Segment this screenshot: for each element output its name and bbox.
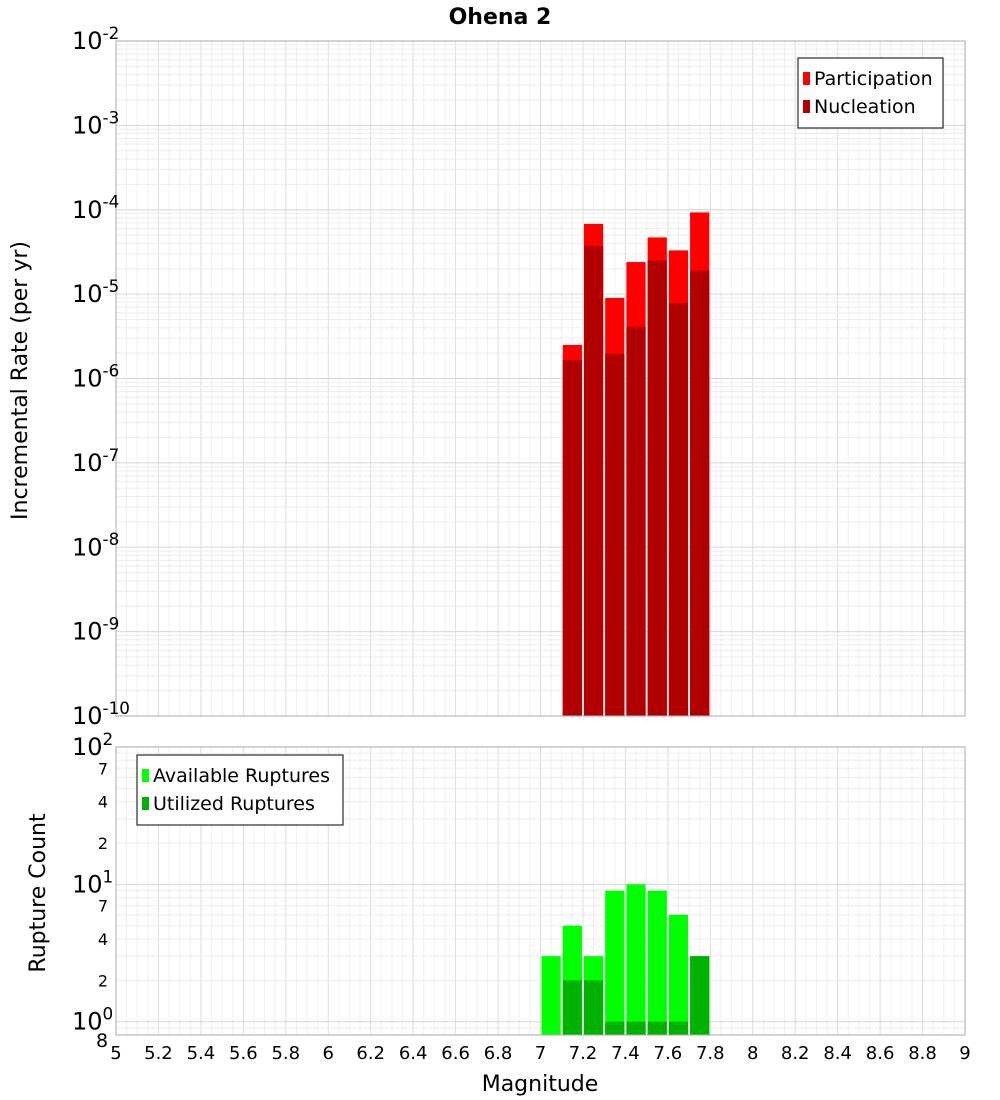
count-y-minor-tick-label: 7 [98, 897, 108, 916]
rate-y-tick-label-exponent: -7 [103, 445, 120, 465]
legend-swatch [142, 769, 149, 782]
rate-y-tick-label-exponent: -2 [103, 23, 120, 43]
count-y-tick-label: 101 [72, 866, 113, 898]
x-tick-label: 6 [323, 1043, 334, 1064]
utilized-ruptures-bar [605, 1021, 625, 1035]
nucleation-bar [690, 270, 710, 716]
rate-y-tick-label: 10-7 [72, 445, 119, 477]
available-ruptures-bar [541, 956, 561, 1035]
nucleation-bar [562, 360, 582, 716]
rate-y-tick-label-exponent: -3 [103, 107, 120, 127]
rate-panel-frame [115, 40, 966, 717]
rate-panel-bars [562, 212, 710, 717]
x-tick-label: 6.6 [441, 1043, 470, 1064]
rate-y-tick-label-exponent: -9 [103, 614, 120, 634]
utilized-ruptures-bar [583, 980, 604, 1035]
count-y-minor-tick-label: 4 [98, 793, 108, 812]
nucleation-bar [647, 260, 667, 716]
utilized-ruptures-bar [562, 980, 582, 1035]
count-y-tick-label-exponent: 1 [103, 866, 114, 886]
rate-y-tick-label-exponent: -8 [103, 529, 120, 549]
count-panel-bars [541, 884, 710, 1035]
x-tick-label: 7 [535, 1043, 546, 1064]
rate-y-tick-label-exponent: -5 [103, 276, 120, 296]
count-panel-frame [115, 746, 966, 1036]
count-y-minor-tick-label: 2 [98, 834, 108, 853]
rate-y-tick-label: 10-9 [72, 614, 119, 646]
x-tick-label: 5 [110, 1043, 121, 1064]
x-tick-label: 6.4 [399, 1043, 428, 1064]
rate-y-tick-label-exponent: -10 [103, 698, 130, 718]
rate-legend: Participation Nucleation [797, 57, 944, 129]
x-tick-label: 5.2 [144, 1043, 173, 1064]
chart-title: Ohena 2 [449, 5, 552, 30]
x-tick-label: 5.8 [271, 1043, 300, 1064]
legend-label: Available Ruptures [153, 765, 330, 787]
x-tick-label: 8.6 [866, 1043, 895, 1064]
x-axis-ticks: 5 5.2 5.4 5.6 5.8 6 6.2 6.4 6.6 6.8 7 7.2 7.4 7.6 7.8 8… [110, 1043, 970, 1064]
rate-y-tick-label-exponent: -4 [103, 192, 120, 212]
x-tick-label: 8.4 [823, 1043, 852, 1064]
x-tick-label: 9 [959, 1043, 970, 1064]
rate-panel: 10-2 10-3 10-4 10-5 10-6 10-7 10-8 10-9 10-10 In… [8, 23, 966, 730]
rate-y-tick-label: 10-2 [72, 23, 119, 55]
legend-swatch [142, 797, 149, 810]
available-ruptures-bar [668, 914, 689, 1035]
rate-y-tick-label-exponent: -6 [103, 360, 120, 380]
nucleation-bar [626, 326, 646, 716]
x-tick-label: 8.2 [781, 1043, 810, 1064]
utilized-ruptures-bar [690, 956, 710, 1035]
rate-y-tick-label: 10-10 [72, 698, 130, 730]
nucleation-bar [668, 303, 689, 716]
x-tick-label: 7.4 [611, 1043, 640, 1064]
count-y-tick-label: 102 [72, 729, 113, 761]
x-tick-label: 8.8 [908, 1043, 937, 1064]
count-legend: Available Ruptures Utilized Ruptures [136, 754, 344, 826]
legend-swatch [803, 72, 810, 85]
rate-y-tick-label: 10-8 [72, 529, 119, 561]
x-tick-label: 8 [747, 1043, 758, 1064]
count-y-axis-label: Rupture Count [26, 813, 51, 973]
rate-panel-grid [115, 41, 966, 717]
legend-box [136, 754, 344, 826]
count-y-tick-label-exponent: 0 [103, 1004, 114, 1024]
rate-y-tick-label: 10-3 [72, 107, 119, 139]
x-tick-label: 5.4 [187, 1043, 216, 1064]
count-y-bottom-tick-label: 8 [96, 1030, 108, 1052]
legend-label: Participation [814, 68, 933, 90]
available-ruptures-bar [626, 884, 646, 1035]
rate-y-tick-label: 10-6 [72, 360, 119, 392]
rate-y-tick-label: 10-5 [72, 276, 119, 308]
legend-label: Utilized Ruptures [153, 793, 315, 815]
legend-swatch [803, 100, 810, 113]
x-tick-label: 6.2 [356, 1043, 385, 1064]
x-tick-label: 7.2 [569, 1043, 598, 1064]
x-tick-label: 7.6 [654, 1043, 683, 1064]
legend-label: Nucleation [814, 96, 916, 118]
x-tick-label: 6.8 [484, 1043, 513, 1064]
available-ruptures-bar [647, 890, 667, 1035]
x-tick-label: 5.6 [229, 1043, 258, 1064]
rate-y-tick-label: 10-4 [72, 192, 119, 224]
utilized-ruptures-bar [626, 1021, 646, 1035]
nucleation-bar [605, 354, 625, 716]
utilized-ruptures-bar [668, 1021, 689, 1035]
nucleation-bar [583, 246, 604, 716]
count-y-minor-tick-label: 2 [98, 971, 108, 990]
count-y-minor-tick-label: 4 [98, 930, 108, 949]
available-ruptures-bar [605, 890, 625, 1035]
x-axis-label: Magnitude [482, 1072, 599, 1097]
x-tick-label: 7.8 [696, 1043, 725, 1064]
count-y-minor-tick-label: 7 [98, 759, 108, 778]
utilized-ruptures-bar [647, 1021, 667, 1035]
rate-y-axis-label: Incremental Rate (per yr) [8, 241, 33, 520]
legend-box [797, 57, 944, 129]
count-y-tick-label-exponent: 2 [103, 729, 114, 749]
